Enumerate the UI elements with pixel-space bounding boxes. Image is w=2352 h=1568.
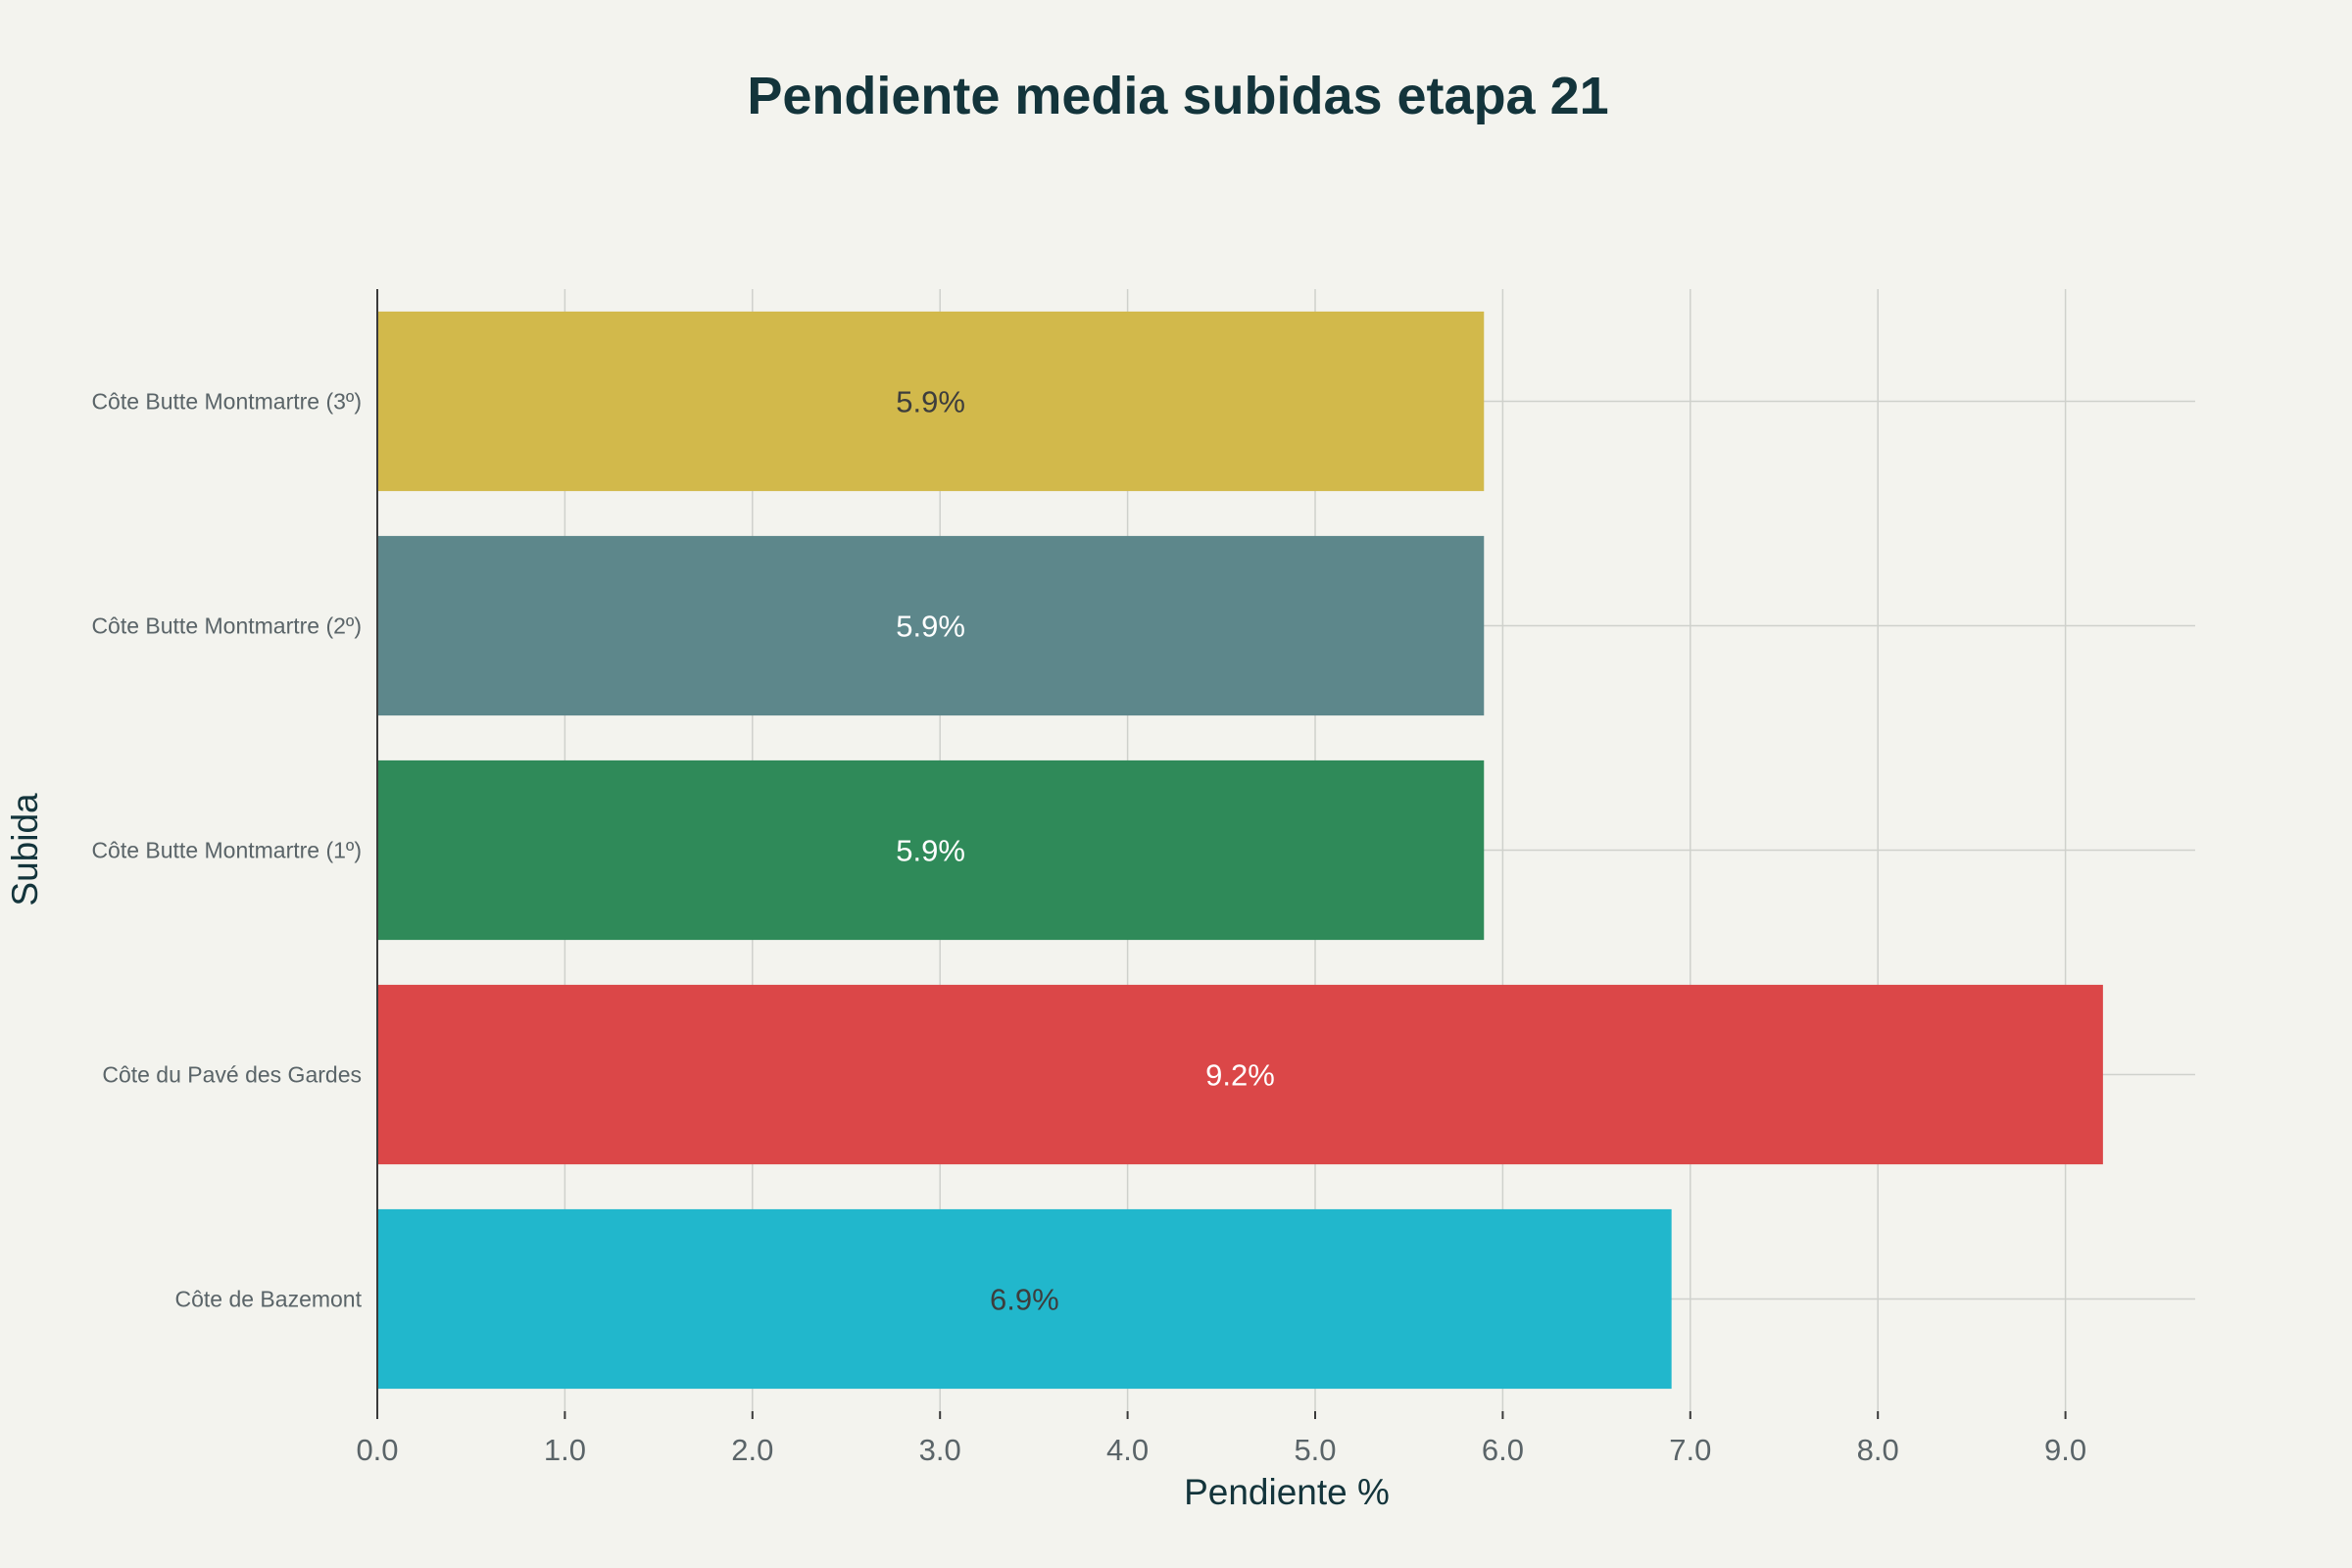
y-tick-label: Côte Butte Montmartre (3º) xyxy=(91,389,362,415)
bar xyxy=(377,311,1485,492)
bar xyxy=(377,984,2103,1165)
bar-data-label: 9.2% xyxy=(1205,1058,1275,1093)
y-tick-label: Côte du Pavé des Gardes xyxy=(102,1062,362,1088)
chart-title: Pendiente media subidas etapa 21 xyxy=(747,67,1608,125)
bar xyxy=(377,1208,1672,1390)
bar xyxy=(377,760,1485,941)
x-tick-label: 7.0 xyxy=(1669,1433,1711,1467)
bar-data-label: 6.9% xyxy=(990,1283,1059,1317)
y-tick-label: Côte de Bazemont xyxy=(174,1287,362,1312)
x-tick-label: 4.0 xyxy=(1106,1433,1149,1467)
y-tick-label: Côte Butte Montmartre (2º) xyxy=(91,613,362,639)
x-tick-label: 6.0 xyxy=(1482,1433,1524,1467)
y-axis-title: Subida xyxy=(5,793,45,906)
bars: 5.9% 5.9% 5.9% 9.2% 6.9% xyxy=(377,311,2103,1390)
x-tick-label: 9.0 xyxy=(2044,1433,2086,1467)
x-tick-label: 2.0 xyxy=(731,1433,773,1467)
x-tick-label: 0.0 xyxy=(356,1433,398,1467)
bar-data-label: 5.9% xyxy=(896,610,965,644)
x-axis-title: Pendiente % xyxy=(1184,1472,1390,1512)
x-tick-label: 8.0 xyxy=(1857,1433,1899,1467)
x-tick-label: 3.0 xyxy=(919,1433,961,1467)
y-tick-label: Côte Butte Montmartre (1º) xyxy=(91,838,362,863)
y-axis-ticks: Côte Butte Montmartre (3º) Côte Butte Mon… xyxy=(91,389,362,1312)
bar-data-label: 5.9% xyxy=(896,385,965,419)
x-tick-label: 1.0 xyxy=(544,1433,586,1467)
bar xyxy=(377,535,1485,716)
x-tick-label: 5.0 xyxy=(1294,1433,1336,1467)
bar-data-label: 5.9% xyxy=(896,834,965,868)
x-axis-ticks: 0.0 1.0 2.0 3.0 4.0 5.0 6.0 7.0 8.0 9.0 xyxy=(356,1411,2086,1467)
